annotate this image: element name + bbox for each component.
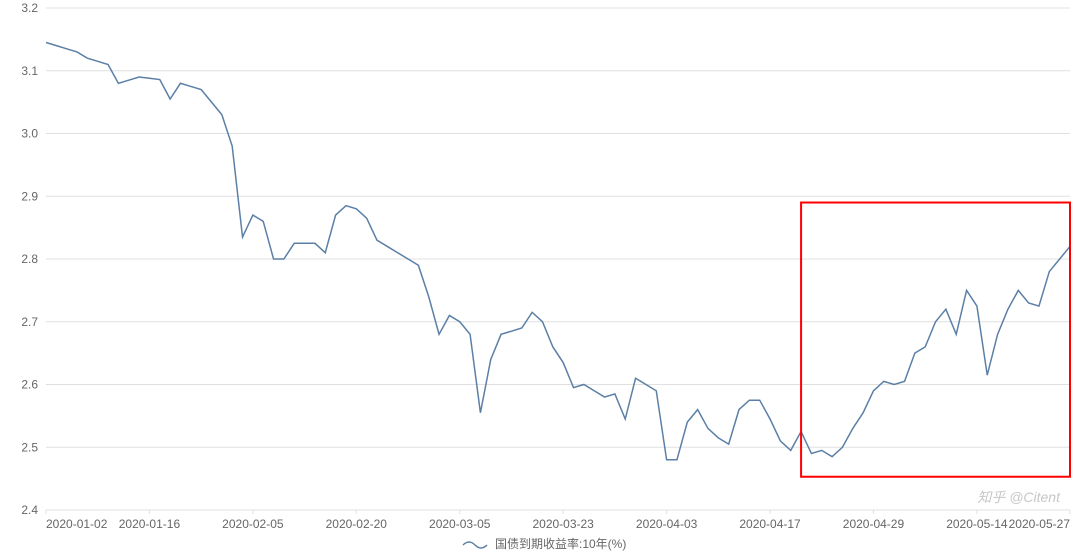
y-tick-label: 2.7 xyxy=(21,315,38,329)
x-tick-label: 2020-04-17 xyxy=(739,517,801,531)
y-tick-label: 3.0 xyxy=(21,127,38,141)
y-tick-label: 2.9 xyxy=(21,189,38,203)
x-tick-label: 2020-02-20 xyxy=(326,517,388,531)
chart-container: 2.4 2.5 2.6 2.7 2.8 2.9 3.0 3.1 3.2 2020-01-02 202… xyxy=(0,0,1080,554)
y-tick-label: 2.6 xyxy=(21,378,38,392)
x-tick-label: 2020-04-03 xyxy=(636,517,698,531)
x-tick-label: 2020-05-14 xyxy=(946,517,1008,531)
line-chart: 2.4 2.5 2.6 2.7 2.8 2.9 3.0 3.1 3.2 2020-01-02 202… xyxy=(0,0,1080,554)
y-tick-label: 2.8 xyxy=(21,252,38,266)
legend-label: 国债到期收益率:10年(%) xyxy=(495,536,626,551)
x-tick-label: 2020-03-05 xyxy=(429,517,491,531)
y-tick-label: 3.1 xyxy=(21,64,38,78)
x-tick-label: 2020-04-29 xyxy=(843,517,905,531)
x-tick-label: 2020-02-05 xyxy=(222,517,284,531)
x-tick-label: 2020-05-27 xyxy=(1009,517,1071,531)
x-tick-label: 2020-03-23 xyxy=(532,517,594,531)
y-tick-label: 2.5 xyxy=(21,440,38,454)
y-tick-label: 3.2 xyxy=(21,1,38,15)
x-tick-label: 2020-01-16 xyxy=(119,517,181,531)
x-tick-label: 2020-01-02 xyxy=(46,517,108,531)
watermark: 知乎 @Citent xyxy=(977,489,1061,505)
y-tick-label: 2.4 xyxy=(21,503,38,517)
